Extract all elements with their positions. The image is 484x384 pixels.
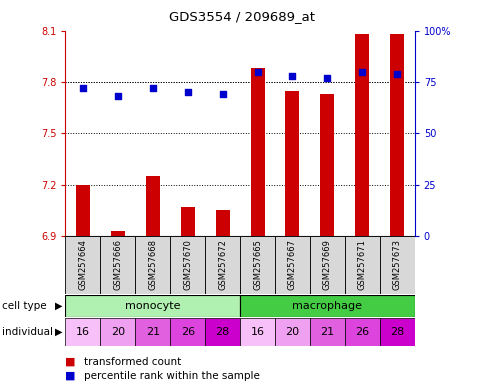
Point [218, 91, 226, 98]
FancyBboxPatch shape [274, 318, 309, 346]
Bar [250, 68, 264, 236]
Text: GDS3554 / 209689_at: GDS3554 / 209689_at [169, 10, 315, 23]
FancyBboxPatch shape [170, 318, 205, 346]
Text: transformed count: transformed count [84, 357, 181, 367]
Point [183, 89, 191, 95]
Bar [146, 176, 159, 236]
FancyBboxPatch shape [65, 236, 100, 294]
Bar [215, 210, 229, 236]
Text: GSM257671: GSM257671 [357, 240, 366, 290]
FancyBboxPatch shape [135, 236, 170, 294]
Text: cell type: cell type [2, 301, 47, 311]
Bar [76, 185, 90, 236]
FancyBboxPatch shape [205, 318, 240, 346]
Text: GSM257670: GSM257670 [183, 240, 192, 290]
Point [253, 69, 261, 75]
Text: 20: 20 [110, 326, 125, 337]
Text: 20: 20 [285, 326, 299, 337]
FancyBboxPatch shape [240, 318, 274, 346]
Bar [111, 231, 124, 236]
Text: 28: 28 [215, 326, 229, 337]
Text: macrophage: macrophage [292, 301, 362, 311]
Text: 26: 26 [180, 326, 195, 337]
FancyBboxPatch shape [309, 318, 344, 346]
Text: GSM257665: GSM257665 [253, 240, 261, 290]
Text: GSM257672: GSM257672 [218, 240, 227, 290]
Point [323, 75, 331, 81]
Bar [355, 34, 368, 236]
Text: percentile rank within the sample: percentile rank within the sample [84, 371, 259, 381]
FancyBboxPatch shape [240, 295, 414, 317]
Text: 21: 21 [319, 326, 334, 337]
Bar [320, 94, 333, 236]
Text: ▶: ▶ [55, 327, 62, 337]
Text: ▶: ▶ [55, 301, 62, 311]
Text: 28: 28 [389, 326, 404, 337]
Text: ■: ■ [65, 357, 76, 367]
Text: ■: ■ [65, 371, 76, 381]
FancyBboxPatch shape [379, 318, 414, 346]
Bar [390, 34, 403, 236]
Text: GSM257664: GSM257664 [78, 240, 87, 290]
FancyBboxPatch shape [205, 236, 240, 294]
Point [393, 71, 400, 77]
Point [114, 93, 121, 99]
FancyBboxPatch shape [65, 318, 100, 346]
Text: GSM257673: GSM257673 [392, 240, 401, 290]
Text: 16: 16 [250, 326, 264, 337]
Text: 26: 26 [354, 326, 369, 337]
Point [288, 73, 296, 79]
Point [358, 69, 365, 75]
Text: individual: individual [2, 327, 53, 337]
Text: monocyte: monocyte [125, 301, 180, 311]
Text: GSM257667: GSM257667 [287, 240, 296, 290]
FancyBboxPatch shape [344, 236, 379, 294]
FancyBboxPatch shape [100, 318, 135, 346]
FancyBboxPatch shape [240, 236, 274, 294]
Point [79, 85, 87, 91]
Bar [181, 207, 194, 236]
Text: GSM257666: GSM257666 [113, 240, 122, 290]
Point [149, 85, 156, 91]
FancyBboxPatch shape [170, 236, 205, 294]
FancyBboxPatch shape [309, 236, 344, 294]
FancyBboxPatch shape [100, 236, 135, 294]
Bar [285, 91, 299, 236]
Text: 21: 21 [145, 326, 160, 337]
FancyBboxPatch shape [65, 295, 240, 317]
Text: GSM257669: GSM257669 [322, 240, 331, 290]
FancyBboxPatch shape [274, 236, 309, 294]
FancyBboxPatch shape [344, 318, 379, 346]
FancyBboxPatch shape [135, 318, 170, 346]
FancyBboxPatch shape [379, 236, 414, 294]
Text: GSM257668: GSM257668 [148, 240, 157, 290]
Text: 16: 16 [76, 326, 90, 337]
